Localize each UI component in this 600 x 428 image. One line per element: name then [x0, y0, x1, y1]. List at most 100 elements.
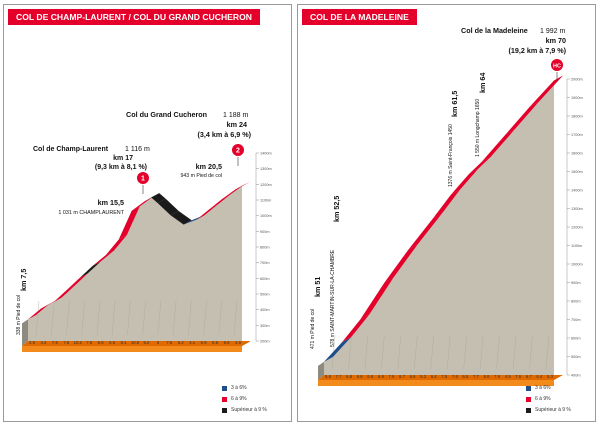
waypoint-km: km 20,5 — [196, 162, 222, 171]
terrain-texture — [111, 300, 116, 336]
legend-label: 3 à 6% — [535, 385, 551, 391]
summit-number: 2 — [236, 148, 240, 155]
terrain-texture — [545, 334, 550, 370]
y-tick-label: 900m — [571, 281, 581, 285]
y-tick-label: 500m — [571, 355, 581, 359]
grade-segment — [170, 210, 192, 225]
summit-1-name: Col de Champ-Laurent — [33, 146, 109, 153]
grade-label: 7.5 — [52, 340, 59, 345]
grade-segment — [505, 101, 539, 135]
y-tick-label: 1300m — [571, 207, 583, 211]
y-tick-label: 1400m — [260, 152, 272, 156]
grade-label: 10.8 — [131, 340, 140, 345]
grade-segment — [342, 314, 370, 343]
summit-2-marker — [231, 143, 245, 157]
y-tick-label: 1400m — [571, 189, 583, 193]
summit-km: km 70 — [546, 36, 566, 45]
legend-item-black: Supérieur à 9 % — [222, 405, 267, 415]
grade-label: 6.9 — [201, 340, 208, 345]
grade-label: 7.6 — [388, 374, 395, 379]
y-tick-label: 1600m — [571, 152, 583, 156]
legend-swatch — [526, 407, 531, 413]
ground-band — [318, 375, 563, 380]
terrain-area — [28, 186, 242, 341]
terrain-texture — [127, 300, 131, 336]
terrain-texture — [512, 334, 517, 370]
y-tick-label: 500m — [260, 293, 270, 297]
grade-label: 7.5 — [166, 340, 173, 345]
waypoint-km: km 64 — [478, 73, 487, 93]
grade-segment — [235, 181, 250, 190]
waypoint-place: 1 031 m CHAMPLAURENT — [58, 210, 124, 216]
legend-item-black: Supérieur à 9 % — [526, 405, 571, 415]
legend-label: Supérieur à 9 % — [535, 407, 571, 413]
waypoint-place: 943 m Pied de col — [180, 173, 222, 179]
grade-label: 5.3 — [547, 374, 554, 379]
terrain-texture — [96, 300, 101, 336]
legend-swatch — [526, 385, 531, 391]
terrain-side — [22, 319, 28, 346]
summit-1-altitude: 1 116 m — [125, 146, 150, 153]
grade-label: 6.6 — [212, 340, 219, 345]
terrain-area — [324, 80, 554, 375]
legend-item-red: 6 à 9% — [526, 394, 571, 404]
y-tick-label: 700m — [260, 261, 270, 265]
waypoint-place: 1376 m Saint-François 1450 — [448, 124, 454, 187]
grade-segment — [105, 235, 127, 256]
grade-label: 5.8 — [325, 374, 332, 379]
terrain-texture — [35, 300, 40, 336]
y-tick-label: 1800m — [571, 115, 583, 119]
grade-segment — [529, 75, 563, 107]
ground-band-front — [22, 346, 242, 352]
ground-band — [22, 341, 250, 346]
grade-label: 6.9 — [224, 340, 231, 345]
grade-label: 5 — [157, 340, 160, 345]
grade-segment — [196, 204, 218, 220]
waypoint-place: 338 m Pied de col — [16, 295, 22, 335]
terrain-texture — [446, 334, 451, 370]
grade-label: 6.5 — [462, 374, 469, 379]
waypoint-km: km 7,5 — [19, 269, 28, 291]
elevation-profile-chart: 2.9 4.3 7.5 7.5 10.2 7.6 6.8 6.6 6.1 10.8 5.2 5 7.5 6… — [16, 110, 272, 352]
waypoint-place: 471 m Pied de col — [310, 309, 316, 349]
y-tick-label: 1100m — [571, 244, 582, 248]
grade-label: 7.8 — [452, 374, 459, 379]
grade-label: 6.1 — [121, 340, 128, 345]
y-tick-label: 600m — [571, 337, 581, 341]
legend-label: 3 à 6% — [231, 385, 247, 391]
grade-label: 6.7 — [526, 374, 533, 379]
legend-item-blue: 3 à 6% — [222, 383, 267, 393]
grade-label: 7.5 — [63, 340, 70, 345]
grade-segment — [118, 206, 140, 240]
grade-label: 10.2 — [74, 340, 83, 345]
y-tick-label: 2000m — [571, 78, 583, 82]
grade-label: 6.4 — [431, 374, 438, 379]
grade-segment — [451, 168, 479, 195]
terrain-texture — [66, 300, 70, 336]
y-tick-label: 1000m — [260, 214, 272, 218]
panel-title: COL DE LA MADELEINE — [302, 9, 417, 25]
y-tick-label: 1000m — [571, 263, 583, 267]
grade-segment — [209, 194, 231, 210]
terrain-texture — [233, 300, 238, 336]
grade-label: 6.6 — [109, 340, 116, 345]
grade-segment — [92, 250, 114, 266]
grade-segment — [408, 213, 442, 250]
grade-label: 4.9 — [505, 374, 512, 379]
terrain-side — [318, 361, 324, 380]
grade-label: 4.3 — [40, 340, 47, 345]
waypoint-place: 578 m SAINT-MARTIN-SUR-LA-CHAMBRE — [330, 249, 336, 347]
panel-title: COL DE CHAMP-LAURENT / COL DU GRAND CUCH… — [8, 9, 261, 25]
y-tick-label: 300m — [260, 324, 270, 328]
legend-item-blue: 3 à 6% — [526, 383, 571, 393]
y-tick-label: 1900m — [571, 96, 583, 100]
summit-hc-marker — [550, 58, 564, 72]
grade-segment — [324, 337, 352, 362]
terrain-texture — [529, 334, 533, 370]
y-tick-label: 200m — [260, 340, 270, 344]
terrain-texture — [348, 334, 352, 370]
waypoint-km: km 52,5 — [332, 196, 341, 222]
y-tick-label: 600m — [260, 277, 270, 281]
grade-segment — [222, 184, 244, 199]
summit-2-km: km 24 — [227, 120, 247, 129]
